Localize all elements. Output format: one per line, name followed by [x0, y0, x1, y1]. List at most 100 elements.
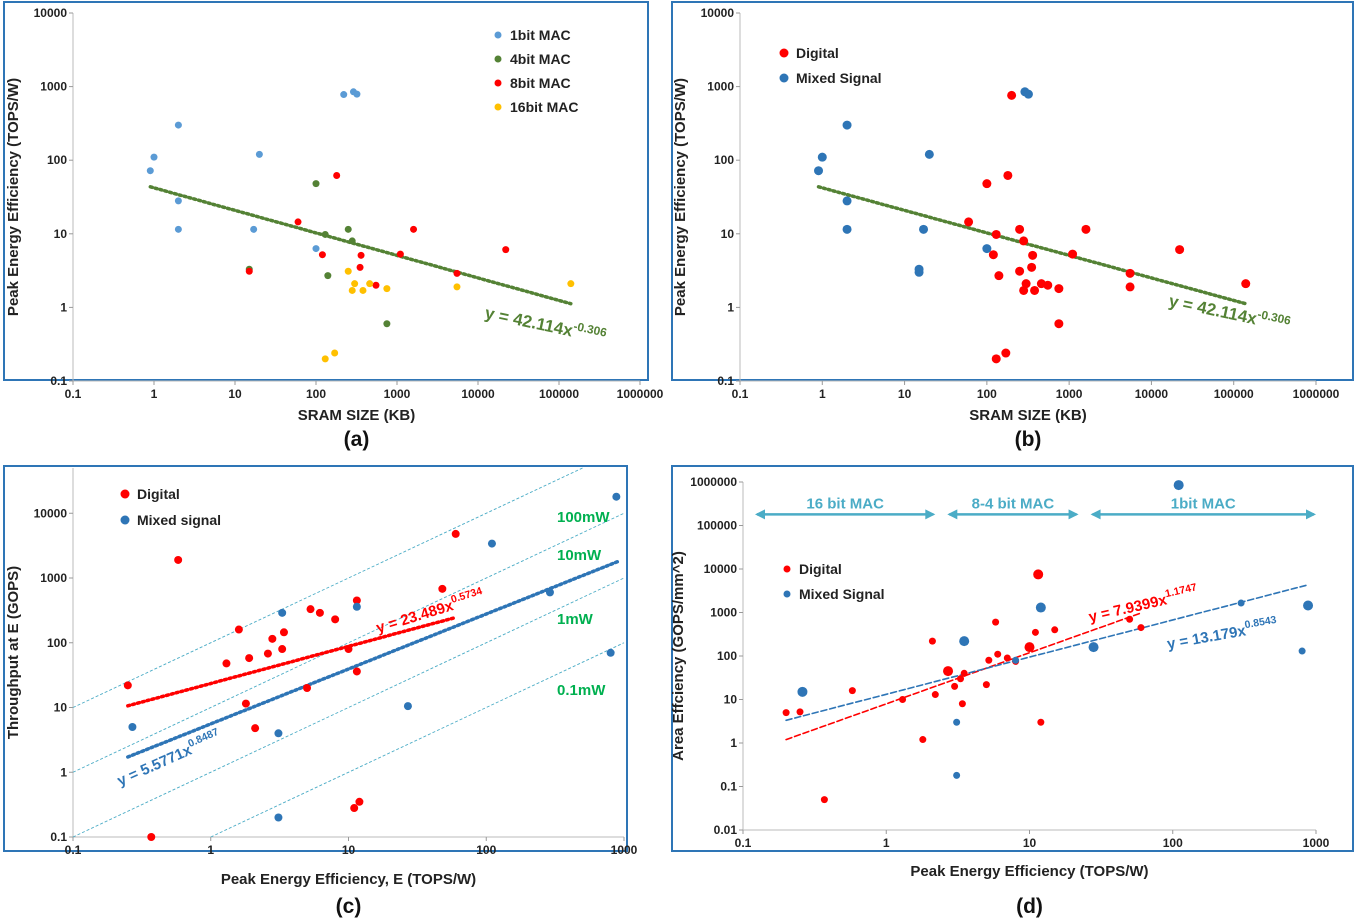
data-point: [353, 90, 361, 98]
y-tick-label: 1000: [40, 571, 67, 585]
data-point: [174, 121, 182, 129]
data-point: [919, 736, 927, 744]
data-point: [352, 667, 361, 676]
data-point: [410, 225, 418, 233]
data-point: [994, 650, 1002, 658]
x-tick-label: 1: [883, 836, 890, 850]
data-point: [1126, 615, 1134, 623]
x-tick-label: 1000: [1303, 836, 1330, 850]
data-point: [331, 349, 339, 357]
y-tick-label: 10000: [701, 6, 735, 20]
data-point: [1012, 656, 1020, 664]
data-point: [1137, 624, 1145, 632]
data-point: [1298, 647, 1306, 655]
y-tick-label: 10000: [34, 506, 68, 520]
data-point: [403, 702, 412, 711]
y-tick-label: 10: [54, 227, 68, 241]
data-point: [366, 280, 374, 288]
data-point: [356, 263, 364, 271]
data-point: [796, 708, 804, 716]
trendline: [148, 185, 573, 306]
x-tick-label: 100: [306, 387, 326, 401]
legend-label: Mixed signal: [137, 512, 221, 528]
legend-marker: [779, 73, 789, 83]
power-line: [72, 512, 625, 773]
data-point: [1068, 249, 1078, 259]
data-point: [396, 250, 404, 258]
y-tick-label: 100: [717, 649, 737, 663]
y-tick-label: 10: [54, 701, 68, 715]
legend-label: 4bit MAC: [510, 51, 571, 67]
data-point: [502, 246, 510, 254]
panel-label: (b): [1015, 428, 1042, 451]
data-point: [1175, 245, 1185, 255]
data-point: [814, 166, 824, 176]
x-tick-label: 100000: [539, 387, 579, 401]
legend-marker: [494, 31, 502, 39]
legend-label: 1bit MAC: [510, 27, 571, 43]
y-tick-label: 100: [714, 153, 734, 167]
data-point: [1030, 285, 1040, 295]
power-line: [210, 642, 625, 838]
data-point: [350, 804, 359, 813]
legend-marker: [120, 489, 130, 499]
data-point: [348, 237, 356, 245]
x-tick-label: 1000: [1056, 387, 1083, 401]
data-point: [383, 285, 391, 293]
data-point: [222, 659, 231, 668]
y-tick-label: 1: [727, 300, 734, 314]
data-point: [352, 602, 361, 611]
data-point: [340, 91, 348, 99]
trendline: [126, 615, 458, 708]
data-point: [331, 615, 340, 624]
data-point: [128, 722, 137, 731]
x-tick-label: 0.1: [735, 836, 752, 850]
data-point: [988, 250, 998, 260]
panel-d: 0.1 1 10 100 10000.010.111010010001000010000…: [670, 465, 1354, 918]
panel-a: 0.1 1 10 100 1000 10000 100000 1000000 0.1 1 10 100…: [3, 1, 664, 451]
data-point: [372, 281, 380, 289]
mac-range-label: 1bit MAC: [1171, 495, 1236, 512]
y-axis-label: Area Effciency (GOPS/mm^2): [670, 551, 687, 761]
data-point: [352, 596, 361, 605]
data-point: [951, 682, 959, 690]
y-tick-label: 0.1: [50, 374, 67, 388]
x-axis-label: Peak Energy Efficiency, E (TOPS/W): [221, 871, 476, 888]
data-point: [1054, 284, 1064, 294]
x-tick-label: 10: [342, 843, 356, 857]
trendline-equation: y = 7.9399x1.1747: [1086, 581, 1200, 626]
data-point: [315, 608, 324, 617]
data-point: [453, 283, 461, 291]
x-tick-label: 1: [151, 387, 158, 401]
data-point: [453, 269, 461, 277]
x-tick-label: 100: [1163, 836, 1183, 850]
data-point: [914, 267, 924, 277]
data-point: [1031, 628, 1039, 636]
x-tick-label: 1000000: [617, 387, 664, 401]
trendline: [785, 584, 1309, 722]
legend-marker: [494, 79, 502, 87]
legend-label: Digital: [796, 45, 839, 61]
data-point: [146, 167, 154, 175]
trendline: [816, 185, 1248, 306]
data-point: [994, 271, 1004, 281]
data-point: [964, 217, 974, 227]
data-point: [1237, 599, 1245, 607]
data-point: [274, 813, 283, 822]
data-point: [174, 555, 183, 564]
data-point: [123, 681, 132, 690]
power-line: [72, 577, 625, 838]
legend-marker: [783, 590, 791, 598]
y-axis-label: Peak Energy Efficiency (TOPS/W): [672, 78, 689, 316]
data-point: [1007, 90, 1017, 100]
data-point: [150, 153, 158, 161]
data-point: [1081, 224, 1091, 234]
y-tick-label: 10: [721, 227, 735, 241]
data-point: [928, 637, 936, 645]
mac-range-arrowhead: [1068, 509, 1079, 520]
y-tick-label: 0.1: [720, 780, 737, 794]
legend-label: Mixed Signal: [796, 70, 882, 86]
legend-marker: [779, 48, 789, 58]
data-point: [606, 648, 615, 657]
y-tick-label: 10000: [34, 6, 68, 20]
